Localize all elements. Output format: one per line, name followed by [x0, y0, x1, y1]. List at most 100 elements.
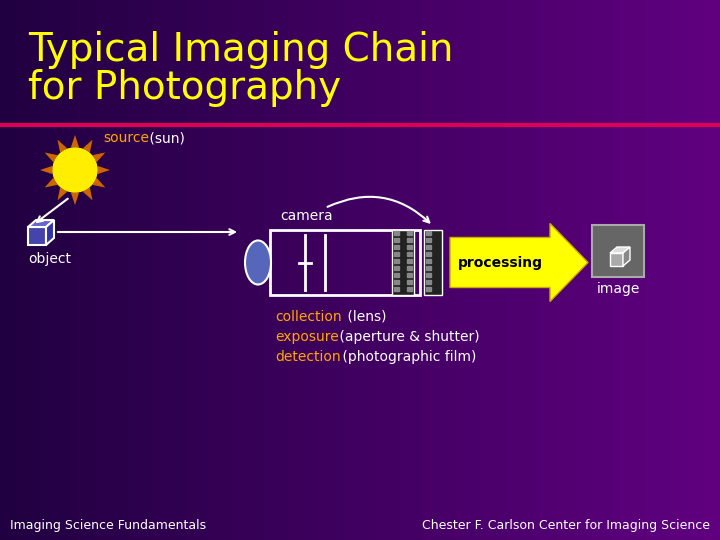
Bar [212, 0, 213, 540]
Bar [166, 0, 167, 540]
Bar [228, 0, 229, 540]
Bar [426, 252, 431, 256]
Bar [504, 0, 505, 540]
Bar [112, 0, 113, 540]
Bar [265, 0, 266, 540]
Bar [279, 0, 280, 540]
Bar [488, 0, 489, 540]
Bar [383, 0, 384, 540]
Bar [222, 0, 223, 540]
Bar [339, 0, 340, 540]
Bar [47, 0, 48, 540]
Bar [405, 0, 406, 540]
Bar [509, 0, 510, 540]
Bar [566, 0, 567, 540]
Bar [210, 0, 211, 540]
Bar [592, 0, 593, 540]
Bar [138, 0, 139, 540]
Bar [338, 0, 339, 540]
Bar [590, 0, 591, 540]
Bar [411, 0, 412, 540]
Bar [202, 0, 203, 540]
Bar [689, 0, 690, 540]
Bar [176, 0, 177, 540]
Bar [414, 0, 415, 540]
Polygon shape [58, 140, 67, 152]
Bar [584, 0, 585, 540]
Bar [393, 0, 394, 540]
Bar [574, 0, 575, 540]
Bar [127, 0, 128, 540]
Bar [451, 0, 452, 540]
Bar [31, 0, 32, 540]
Bar [431, 0, 432, 540]
Bar [365, 0, 366, 540]
Bar [711, 0, 712, 540]
Bar [432, 0, 433, 540]
Bar [57, 0, 58, 540]
Bar [438, 0, 439, 540]
Bar [8, 0, 9, 540]
Bar [540, 0, 541, 540]
Bar [468, 0, 469, 540]
Circle shape [53, 148, 97, 192]
Bar [567, 0, 568, 540]
Bar [394, 273, 399, 277]
Text: (sun): (sun) [145, 131, 185, 145]
Bar [601, 0, 602, 540]
Bar [90, 0, 91, 540]
Bar [700, 0, 701, 540]
Bar [140, 0, 141, 540]
Bar [353, 0, 354, 540]
Bar [494, 0, 495, 540]
Bar [327, 0, 328, 540]
Bar [513, 0, 514, 540]
Bar [44, 0, 45, 540]
Bar [219, 0, 220, 540]
Bar [60, 0, 61, 540]
Bar [406, 0, 407, 540]
Bar [142, 0, 143, 540]
Bar [538, 0, 539, 540]
Bar [402, 0, 403, 540]
Bar [550, 0, 551, 540]
Bar [719, 0, 720, 540]
Bar [186, 0, 187, 540]
Bar [66, 0, 67, 540]
Bar [426, 238, 431, 242]
Bar [394, 245, 399, 249]
Bar [95, 0, 96, 540]
Bar [676, 0, 677, 540]
Bar [198, 0, 199, 540]
Bar [92, 0, 93, 540]
Bar [453, 0, 454, 540]
Bar [235, 0, 236, 540]
Bar [458, 0, 459, 540]
Bar [371, 0, 372, 540]
Bar [298, 0, 299, 540]
Bar [441, 0, 442, 540]
Text: Imaging Science Fundamentals: Imaging Science Fundamentals [10, 519, 206, 532]
Bar [581, 0, 582, 540]
Bar [240, 0, 241, 540]
Bar [229, 0, 230, 540]
Bar [533, 0, 534, 540]
Bar [184, 0, 185, 540]
Bar [659, 0, 660, 540]
Bar [564, 0, 565, 540]
Bar [487, 0, 488, 540]
Bar [376, 0, 377, 540]
Bar [645, 0, 646, 540]
Bar [681, 0, 682, 540]
Bar [692, 0, 693, 540]
Bar [335, 0, 336, 540]
Bar [478, 0, 479, 540]
Bar [334, 0, 335, 540]
Bar [360, 0, 361, 540]
Bar [218, 0, 219, 540]
Bar [81, 0, 82, 540]
Bar [346, 0, 347, 540]
Bar [633, 0, 634, 540]
Bar [0, 0, 1, 540]
Bar [88, 0, 89, 540]
